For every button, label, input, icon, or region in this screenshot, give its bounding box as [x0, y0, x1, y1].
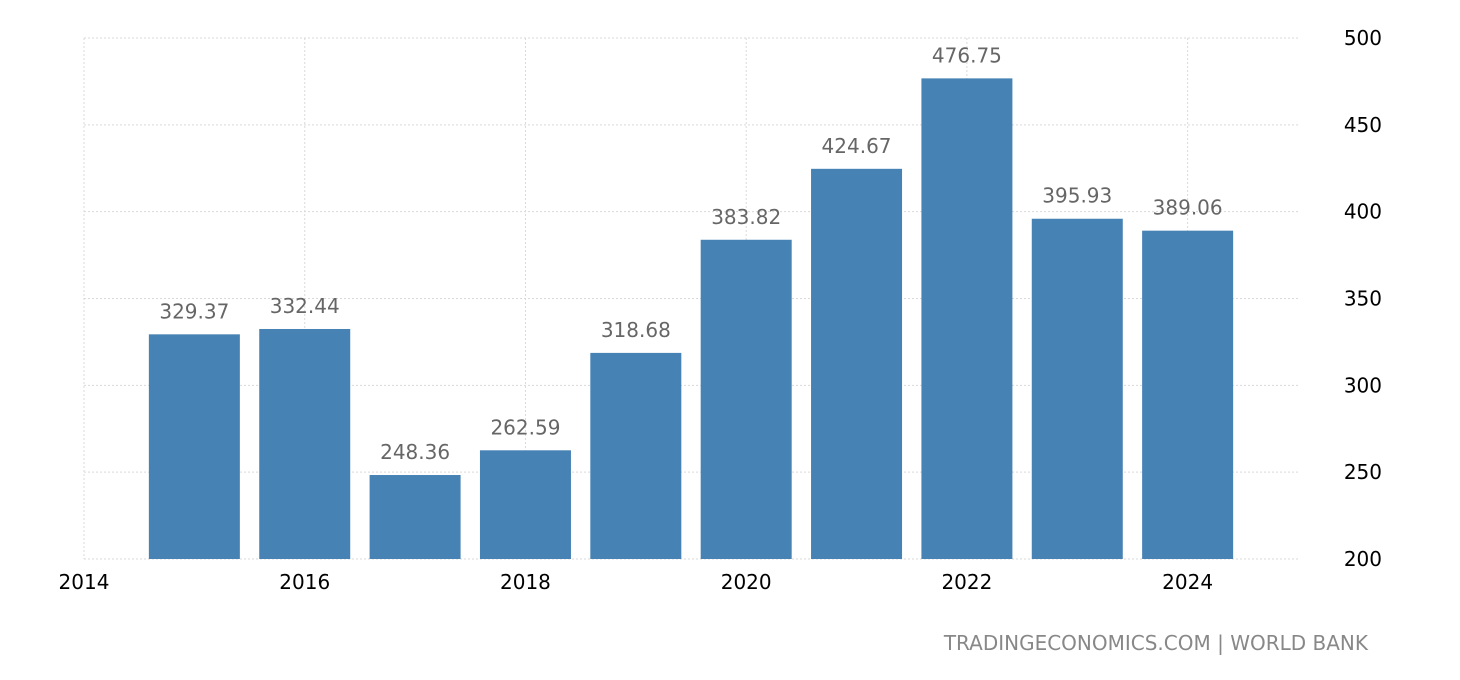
- data-label-2019: 318.68: [601, 318, 671, 342]
- bars: [148, 78, 1234, 559]
- bar-2015: [148, 334, 240, 559]
- bar-2024: [1142, 230, 1234, 559]
- bar-2018: [479, 450, 571, 559]
- data-label-2022: 476.75: [932, 43, 1002, 67]
- x-axis: 2014 2016 2018 2020 2022 2024: [59, 570, 1214, 594]
- bar-2016: [259, 328, 351, 559]
- data-label-2020: 383.82: [711, 205, 781, 229]
- data-label-2023: 395.93: [1042, 184, 1112, 208]
- x-tick-label: 2016: [279, 570, 330, 594]
- y-tick-label: 500: [1344, 26, 1382, 50]
- x-tick-label: 2018: [500, 570, 551, 594]
- y-tick-label: 450: [1344, 113, 1382, 137]
- data-label-2024: 389.06: [1153, 196, 1223, 220]
- y-tick-label: 300: [1344, 373, 1382, 397]
- data-label-2017: 248.36: [380, 440, 450, 464]
- x-tick-label: 2020: [721, 570, 772, 594]
- source-credit: TRADINGECONOMICS.COM | WORLD BANK: [943, 631, 1369, 655]
- bar-2021: [811, 168, 903, 559]
- data-label-2021: 424.67: [822, 134, 892, 158]
- data-labels: 329.37 332.44 248.36 262.59 318.68 383.82 424.…: [159, 43, 1222, 464]
- data-label-2018: 262.59: [490, 415, 560, 439]
- x-tick-label: 2024: [1162, 570, 1213, 594]
- y-tick-label: 250: [1344, 460, 1382, 484]
- bar-2020: [700, 239, 792, 559]
- x-tick-label: 2014: [59, 570, 110, 594]
- y-tick-label: 400: [1344, 200, 1382, 224]
- bar-2019: [590, 352, 682, 559]
- y-tick-label: 200: [1344, 547, 1382, 571]
- data-label-2015: 329.37: [159, 299, 229, 323]
- bar-2023: [1031, 218, 1123, 559]
- x-tick-label: 2022: [941, 570, 992, 594]
- bar-2022: [921, 78, 1013, 559]
- y-axis: 500 450 400 350 300 250 200: [1344, 26, 1382, 571]
- y-tick-label: 350: [1344, 287, 1382, 311]
- bar-2017: [369, 475, 461, 559]
- data-label-2016: 332.44: [270, 294, 340, 318]
